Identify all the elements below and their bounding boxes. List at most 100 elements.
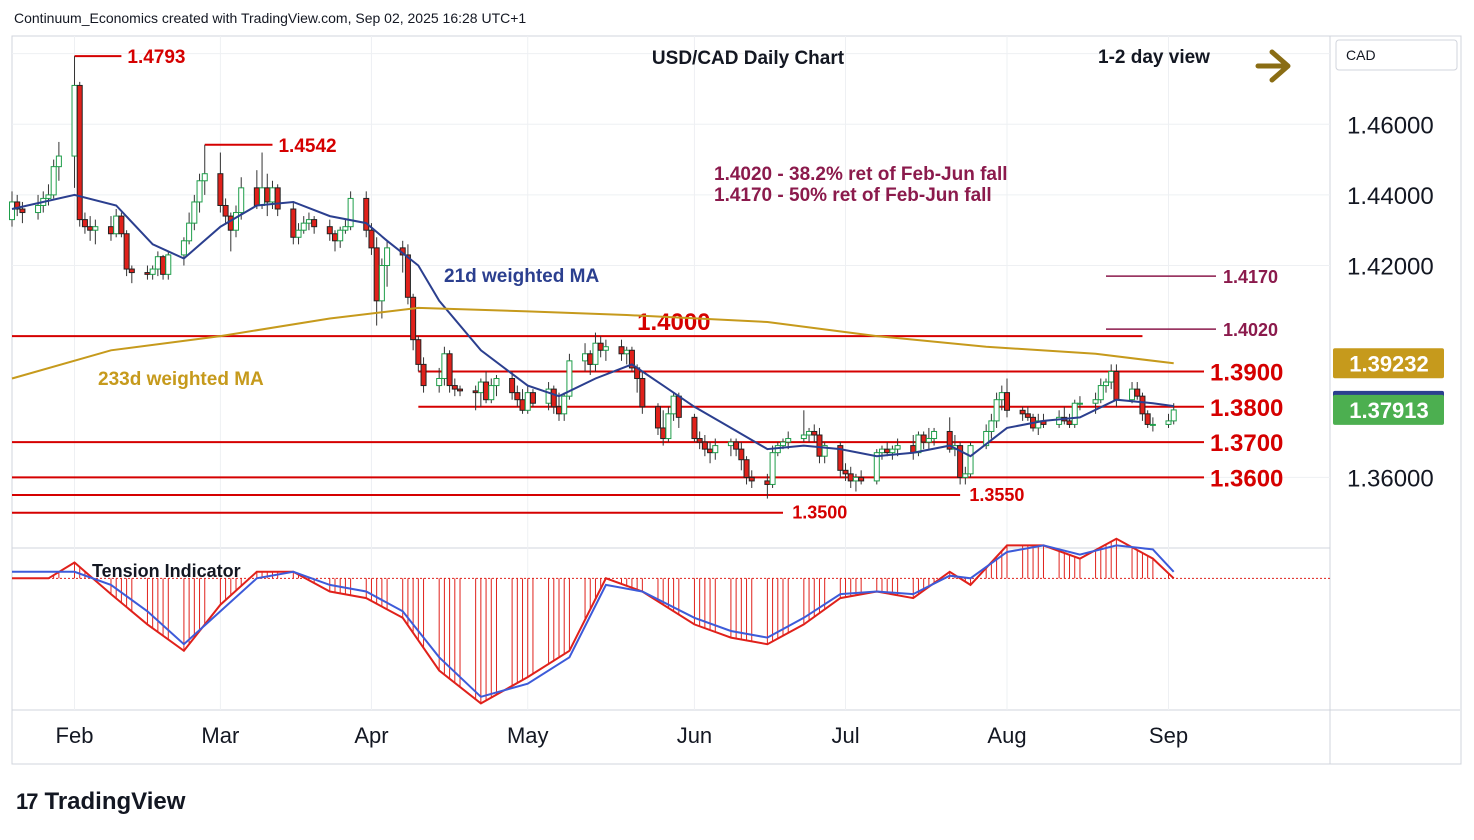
candle-body xyxy=(238,187,245,214)
candle-body xyxy=(483,381,490,401)
candle-body xyxy=(451,385,458,390)
x-tick-label: Jun xyxy=(677,723,712,748)
tension-histogram xyxy=(53,538,1170,704)
candle-body xyxy=(415,339,422,365)
wma233-line xyxy=(11,306,1174,380)
retracement-label: 1.4020 xyxy=(1223,320,1278,340)
candle-body xyxy=(842,469,849,475)
currency-box xyxy=(1335,39,1458,71)
candle-body xyxy=(128,268,135,274)
y-tick-label: 1.42000 xyxy=(1347,254,1434,281)
candle-body xyxy=(691,416,698,440)
candle-body xyxy=(488,385,495,401)
candle-body xyxy=(441,353,448,380)
candle-body xyxy=(55,155,62,168)
candle-body xyxy=(858,476,865,482)
indicator-title: Tension Indicator xyxy=(92,561,241,581)
candle-body xyxy=(404,254,411,298)
candle-body xyxy=(227,215,234,231)
candle-body xyxy=(701,441,708,450)
candle-body xyxy=(889,448,896,454)
candle-body xyxy=(76,84,83,221)
candle-body xyxy=(931,430,938,440)
candle-body xyxy=(233,212,240,231)
candle-body xyxy=(1139,395,1146,415)
candle-body xyxy=(806,430,813,436)
candle-body xyxy=(597,342,604,351)
candle-body xyxy=(1102,381,1109,387)
candle-body xyxy=(477,381,484,394)
candle-body xyxy=(785,438,792,443)
candle-body xyxy=(160,256,167,275)
price-badge xyxy=(1333,348,1444,379)
candle-body xyxy=(269,187,276,203)
candle-body xyxy=(1144,413,1151,425)
candle-body xyxy=(780,441,787,447)
candle-body xyxy=(1092,399,1099,404)
currency-label: CAD xyxy=(1346,47,1376,63)
candle-body xyxy=(847,473,854,482)
arrow-head xyxy=(1269,49,1291,83)
candle-body xyxy=(670,395,677,415)
wma233-label: 233d weighted MA xyxy=(98,369,264,390)
candle-body xyxy=(566,360,573,397)
candle-body xyxy=(19,208,26,214)
candle-body xyxy=(300,222,307,231)
level-label: 1.3550 xyxy=(969,485,1024,505)
candle-body xyxy=(35,204,42,214)
candle-body xyxy=(201,173,208,182)
level-label: 1.3600 xyxy=(1210,465,1283,492)
candle-body xyxy=(550,388,557,408)
tradingview-brand[interactable]: 17 TradingView xyxy=(16,788,185,816)
candle-body xyxy=(946,430,953,450)
candle-body xyxy=(628,349,635,369)
candle-body xyxy=(1004,392,1011,411)
candle-body xyxy=(264,187,271,203)
x-tick-label: Aug xyxy=(987,723,1026,748)
x-tick-label: Sep xyxy=(1149,723,1188,748)
candle-body xyxy=(311,219,318,228)
candle-body xyxy=(957,445,964,478)
candle-body xyxy=(149,268,156,275)
candle-body xyxy=(727,441,734,447)
retracement-label: 1.4170 xyxy=(1223,267,1278,287)
candle-body xyxy=(592,342,599,365)
candle-body xyxy=(81,219,88,228)
candle-body xyxy=(378,265,385,302)
chart-title: USD/CAD Daily Chart xyxy=(652,48,845,69)
candle-body xyxy=(811,430,818,436)
candle-body xyxy=(920,434,927,443)
candle-body xyxy=(837,445,844,471)
candle-body xyxy=(894,445,901,450)
candle-body xyxy=(165,254,172,275)
candle-body xyxy=(696,438,703,443)
candle-body xyxy=(618,346,625,355)
candle-body xyxy=(1165,420,1172,425)
candle-body xyxy=(1129,388,1136,401)
candle-body xyxy=(748,476,755,482)
view-label: 1-2 day view xyxy=(1098,47,1210,68)
candle-body xyxy=(436,378,443,387)
candle-body xyxy=(186,222,193,242)
candle-body xyxy=(602,346,609,351)
candle-body xyxy=(925,438,932,443)
candle-body xyxy=(821,445,828,457)
candle-body xyxy=(509,378,516,394)
candle-body xyxy=(373,247,380,302)
candle-body xyxy=(524,392,531,411)
candle-body xyxy=(529,392,536,404)
candle-body xyxy=(274,187,281,210)
candle-body xyxy=(123,233,130,270)
candle-body xyxy=(196,180,203,203)
candle-body xyxy=(800,434,807,440)
peak-label: 1.4793 xyxy=(127,47,185,68)
candle-body xyxy=(1097,385,1104,401)
candle-body xyxy=(331,233,338,242)
candle-body xyxy=(582,353,589,362)
candle-body xyxy=(915,434,922,454)
tension-fast-line xyxy=(12,537,1175,705)
candle-body xyxy=(1113,370,1120,401)
candle-body xyxy=(347,197,354,228)
candle-body xyxy=(14,201,21,210)
